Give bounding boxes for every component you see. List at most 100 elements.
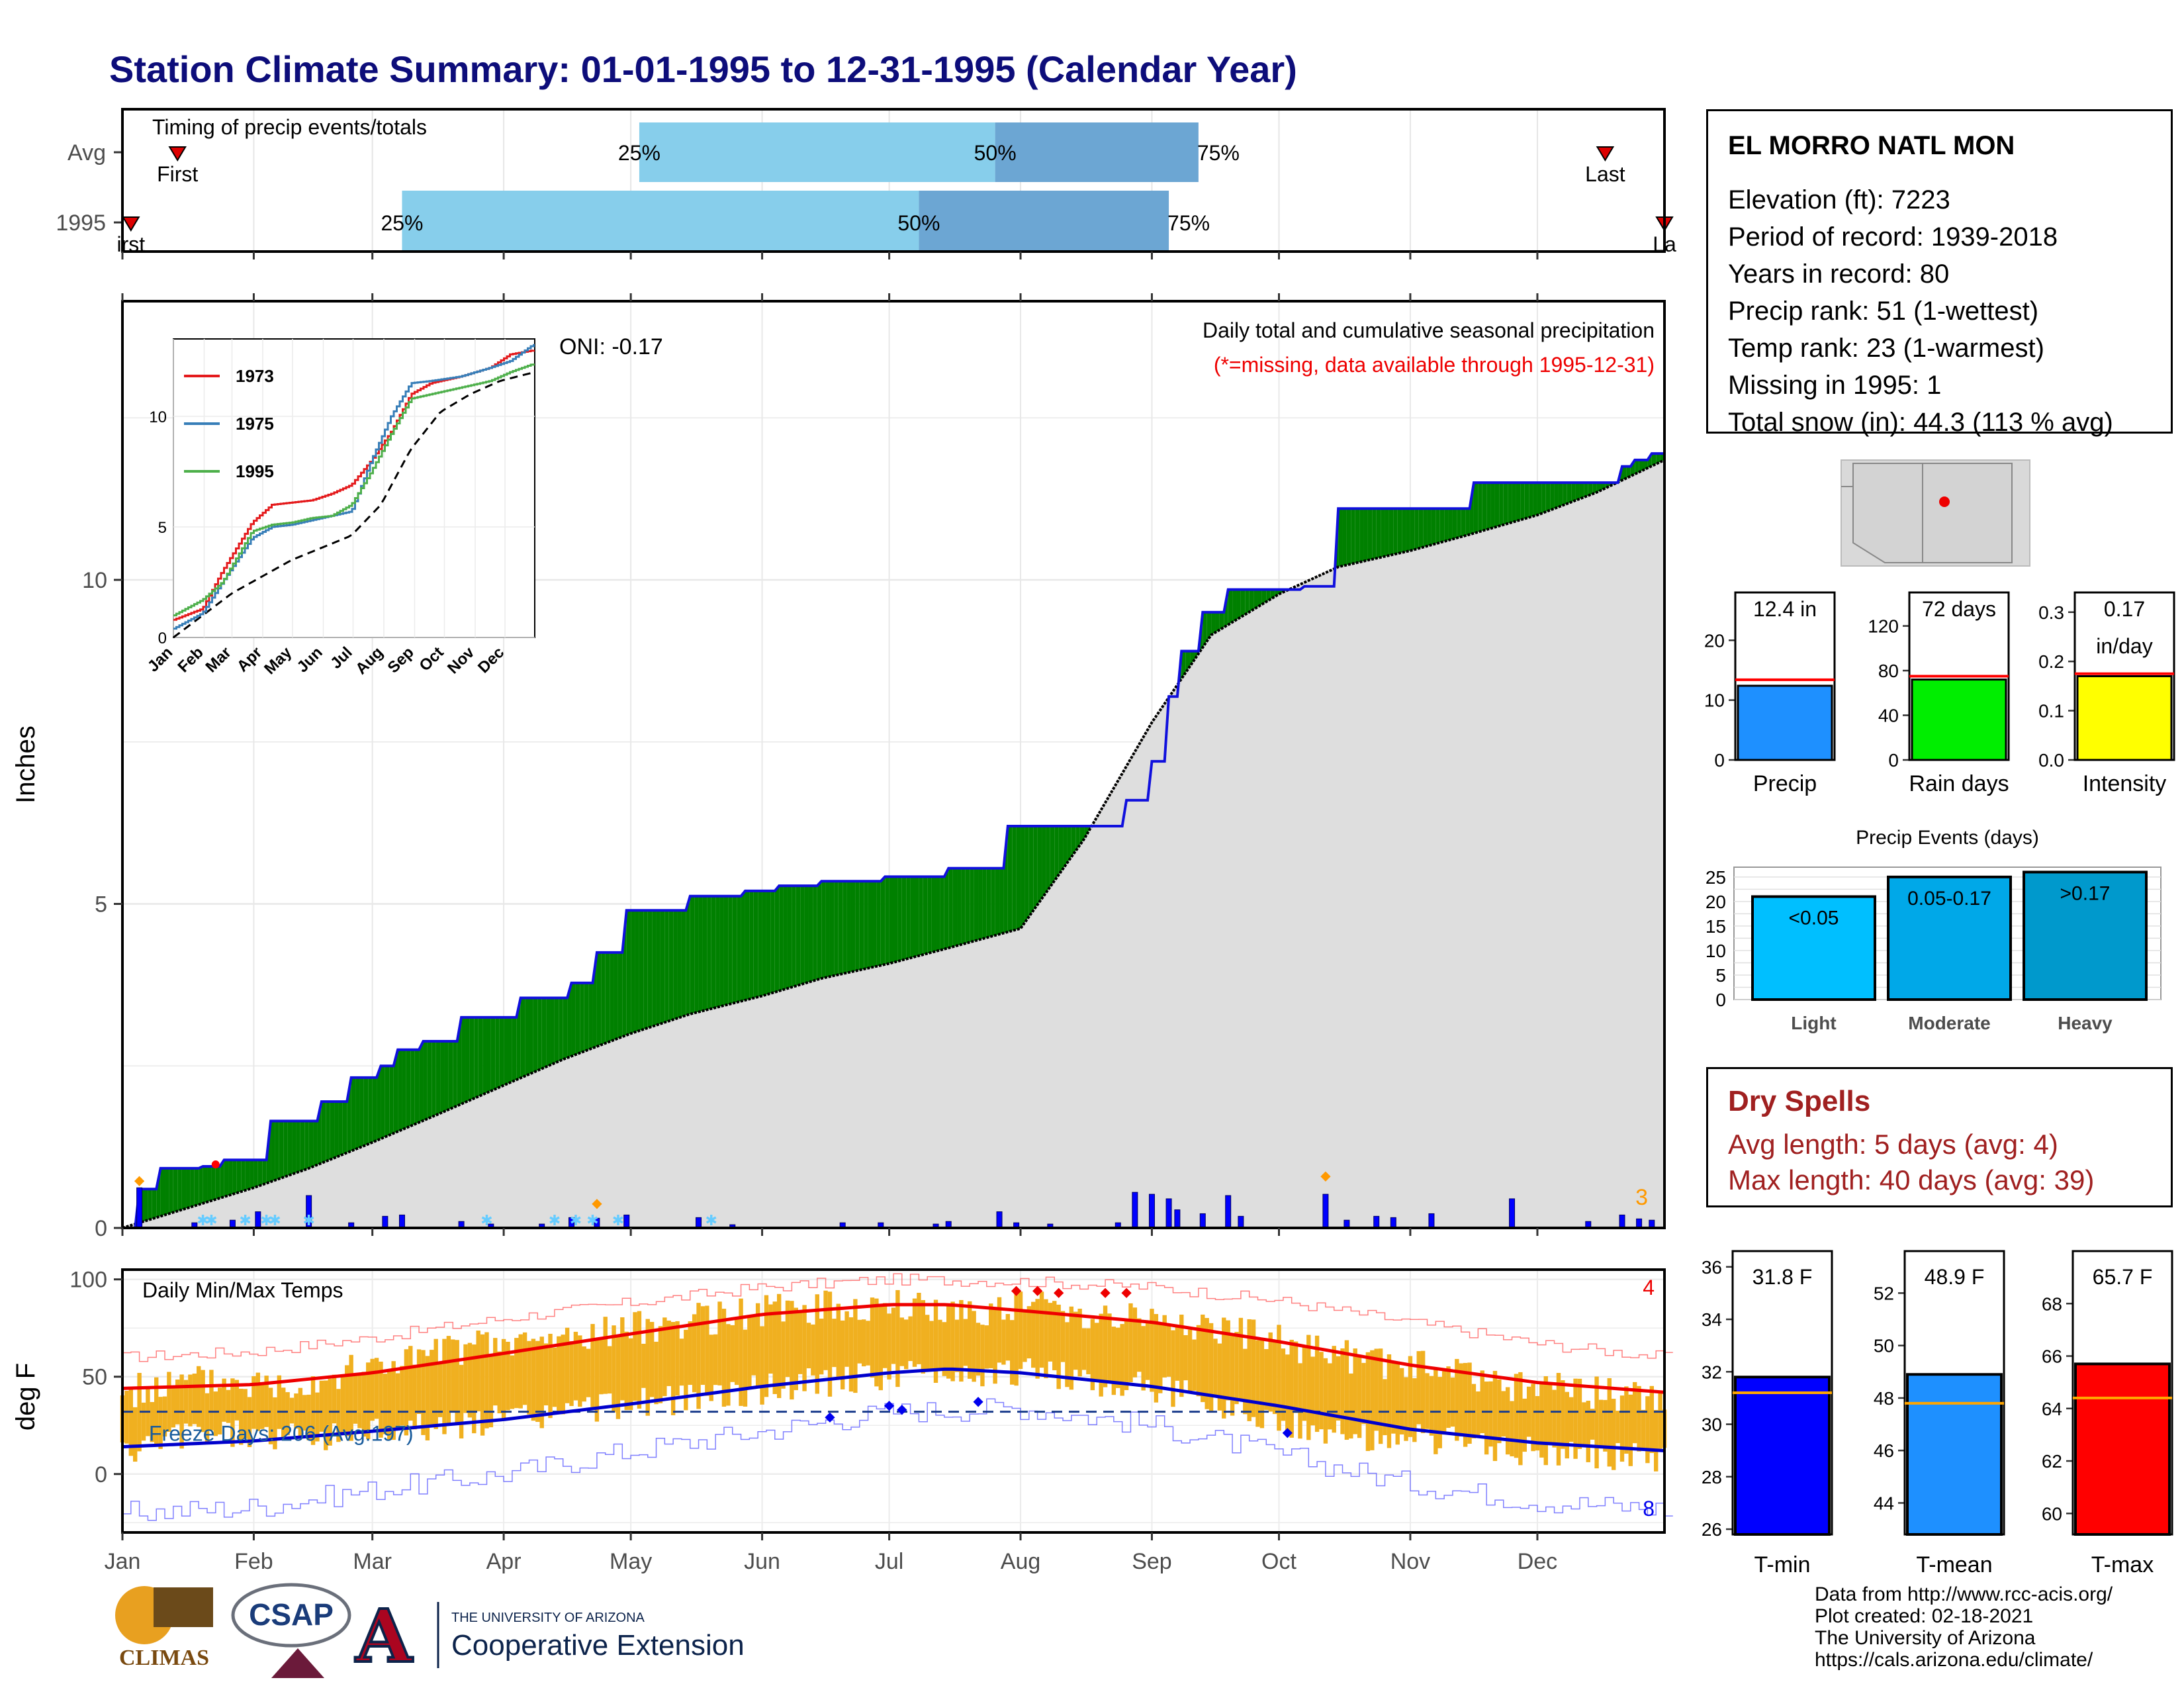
snow-day-icon: ✱ bbox=[705, 1213, 717, 1229]
summary-category-label: Intensity bbox=[2083, 771, 2167, 796]
daily-temp-bar bbox=[1641, 1409, 1646, 1448]
tempbar-y-tick-label: 32 bbox=[1702, 1362, 1722, 1382]
precip-departure-fill bbox=[575, 982, 580, 1055]
precip-departure-fill bbox=[1478, 483, 1482, 532]
precip-departure-fill bbox=[490, 1017, 496, 1092]
daily-temp-bar bbox=[785, 1300, 790, 1378]
daily-temp-bar bbox=[1081, 1328, 1087, 1370]
precip-departure-fill bbox=[800, 886, 805, 985]
daily-temp-bar bbox=[1573, 1378, 1578, 1459]
daily-temp-bar bbox=[1103, 1305, 1108, 1387]
daily-temp-bar bbox=[844, 1311, 849, 1367]
precip-departure-fill bbox=[194, 1168, 199, 1206]
tempbar-value-label: 65.7 F bbox=[2093, 1265, 2153, 1289]
daily-temp-bar bbox=[853, 1299, 858, 1393]
precip-departure-fill bbox=[393, 1049, 398, 1134]
precip-departure-fill bbox=[402, 1049, 406, 1130]
month-label: May bbox=[610, 1549, 652, 1574]
daily-temp-bar bbox=[709, 1335, 713, 1401]
precip-departure-fill bbox=[864, 881, 868, 970]
precip-departure-fill bbox=[486, 1017, 491, 1093]
tempbar-y-tick-label: 64 bbox=[2042, 1399, 2062, 1419]
precip-departure-fill bbox=[232, 1160, 237, 1195]
daily-temp-bar bbox=[1298, 1363, 1302, 1439]
precip-departure-fill bbox=[308, 1121, 314, 1168]
record-high-marker: ◆ bbox=[1054, 1284, 1064, 1299]
precip-departure-fill bbox=[1414, 508, 1419, 550]
daily-temp-bar bbox=[543, 1343, 549, 1406]
precip-departure-fill bbox=[660, 910, 665, 1024]
daily-temp-bar bbox=[345, 1365, 349, 1436]
precip-departure-fill bbox=[1402, 508, 1406, 553]
precip-departure-fill bbox=[1388, 508, 1394, 556]
tempbar-y-tick-label: 62 bbox=[2042, 1451, 2062, 1472]
daily-temp-bar bbox=[561, 1335, 565, 1415]
precip-departure-fill bbox=[792, 886, 796, 988]
precip-departure-fill bbox=[1529, 483, 1533, 518]
precip-departure-fill bbox=[169, 1168, 173, 1214]
daily-precip-bar bbox=[623, 1214, 630, 1229]
daily-temp-bar bbox=[912, 1298, 917, 1367]
precip-y-tick-label: 0 bbox=[95, 1216, 107, 1241]
events-y-tick-label: 10 bbox=[1706, 941, 1726, 961]
daily-temp-bar bbox=[1264, 1349, 1269, 1411]
summary-category-label: Rain days bbox=[1909, 771, 2009, 796]
missing-day-marker bbox=[211, 1160, 220, 1169]
daily-temp-bar bbox=[226, 1389, 231, 1423]
summary-value-label: in/day bbox=[2096, 634, 2152, 658]
daily-precip-bar bbox=[996, 1211, 1003, 1229]
daily-temp-bar bbox=[904, 1319, 909, 1370]
precip-departure-fill bbox=[245, 1160, 250, 1191]
daily-temp-bar bbox=[726, 1324, 731, 1406]
timing-pct-25: 25% bbox=[381, 211, 423, 235]
record-precip-marker: ◆ bbox=[592, 1195, 602, 1211]
daily-temp-bar bbox=[607, 1346, 612, 1394]
precip-departure-fill bbox=[1621, 466, 1627, 481]
daily-temp-bar bbox=[1535, 1396, 1540, 1451]
precip-departure-fill bbox=[766, 890, 771, 995]
daily-temp-bar bbox=[493, 1338, 498, 1406]
daily-temp-bar bbox=[1302, 1347, 1307, 1421]
daily-temp-bar bbox=[1222, 1317, 1226, 1419]
precip-departure-fill bbox=[435, 1041, 441, 1115]
precip-departure-fill bbox=[723, 896, 729, 1006]
precip-departure-fill bbox=[186, 1168, 191, 1209]
summary-y-tick-label: 0.0 bbox=[2038, 750, 2064, 771]
daily-temp-bar bbox=[1166, 1325, 1171, 1377]
precip-departure-fill bbox=[927, 876, 932, 954]
daily-temp-bar bbox=[1060, 1311, 1066, 1362]
daily-temp-bar bbox=[1001, 1319, 1006, 1365]
precip-departure-fill bbox=[181, 1168, 187, 1210]
precip-departure-fill bbox=[300, 1121, 305, 1172]
daily-temp-bar bbox=[1277, 1325, 1281, 1431]
record-precip-marker: ◆ bbox=[1320, 1168, 1331, 1184]
precip-departure-fill bbox=[1028, 826, 1034, 917]
daily-temp-bar bbox=[404, 1349, 409, 1436]
daily-temp-bar bbox=[1069, 1306, 1074, 1390]
precip-departure-fill bbox=[1444, 508, 1449, 541]
snow-day-icon: ✱ bbox=[586, 1213, 598, 1229]
daily-temp-bar bbox=[442, 1338, 447, 1434]
precip-departure-fill bbox=[241, 1160, 246, 1192]
precip-departure-fill bbox=[1012, 826, 1017, 931]
precip-departure-fill bbox=[1261, 589, 1267, 604]
daily-temp-bar bbox=[1543, 1376, 1548, 1466]
daily-temp-bar bbox=[171, 1386, 176, 1428]
month-label: Jul bbox=[875, 1549, 903, 1574]
precip-departure-fill bbox=[1503, 483, 1508, 525]
daily-temp-bar bbox=[1095, 1323, 1099, 1382]
first-precip-marker bbox=[122, 216, 140, 232]
last-precip-label: Last bbox=[1585, 162, 1625, 186]
daily-temp-bar bbox=[1391, 1360, 1396, 1434]
daily-temp-bar bbox=[1183, 1335, 1188, 1381]
daily-temp-bar bbox=[1026, 1306, 1032, 1359]
precip-departure-fill bbox=[643, 910, 648, 1029]
station-elevation: Elevation (ft): 7223 bbox=[1728, 185, 1950, 214]
precip-departure-fill bbox=[419, 1041, 424, 1123]
daily-temp-bar bbox=[878, 1303, 883, 1391]
event-category-label: Heavy bbox=[2058, 1013, 2113, 1033]
credits: Data from http://www.rcc-acis.org/ Plot … bbox=[1815, 1583, 2113, 1671]
precip-departure-fill bbox=[1016, 826, 1021, 930]
precip-departure-fill bbox=[377, 1066, 381, 1141]
